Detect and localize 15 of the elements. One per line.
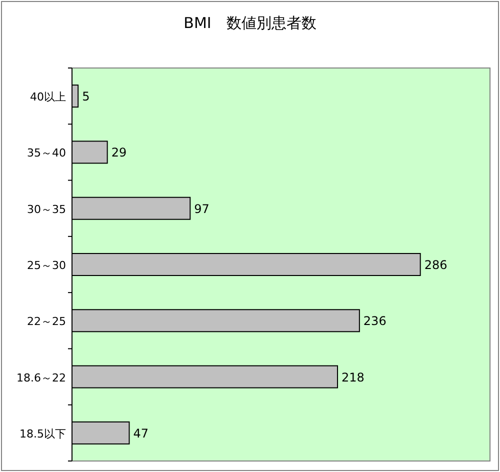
data-label: 236 [363,314,386,328]
y-tick-label: 18.6～22 [16,371,66,384]
y-tick-label: 30～35 [27,202,66,216]
data-label: 5 [82,90,90,104]
data-label: 286 [424,258,448,272]
data-label: 29 [111,146,127,160]
chart-title: BMI 数値別患者数 [184,14,316,32]
y-tick-label: 22～25 [27,315,66,328]
y-tick-label: 25～30 [27,259,66,272]
y-tick-label: 40以上 [30,90,66,104]
y-tick-label: 18.5以下 [20,427,66,440]
data-label: 218 [342,370,364,384]
y-tick-label: 35～40 [27,146,66,160]
data-label: 47 [133,426,149,440]
data-label: 97 [194,202,210,216]
